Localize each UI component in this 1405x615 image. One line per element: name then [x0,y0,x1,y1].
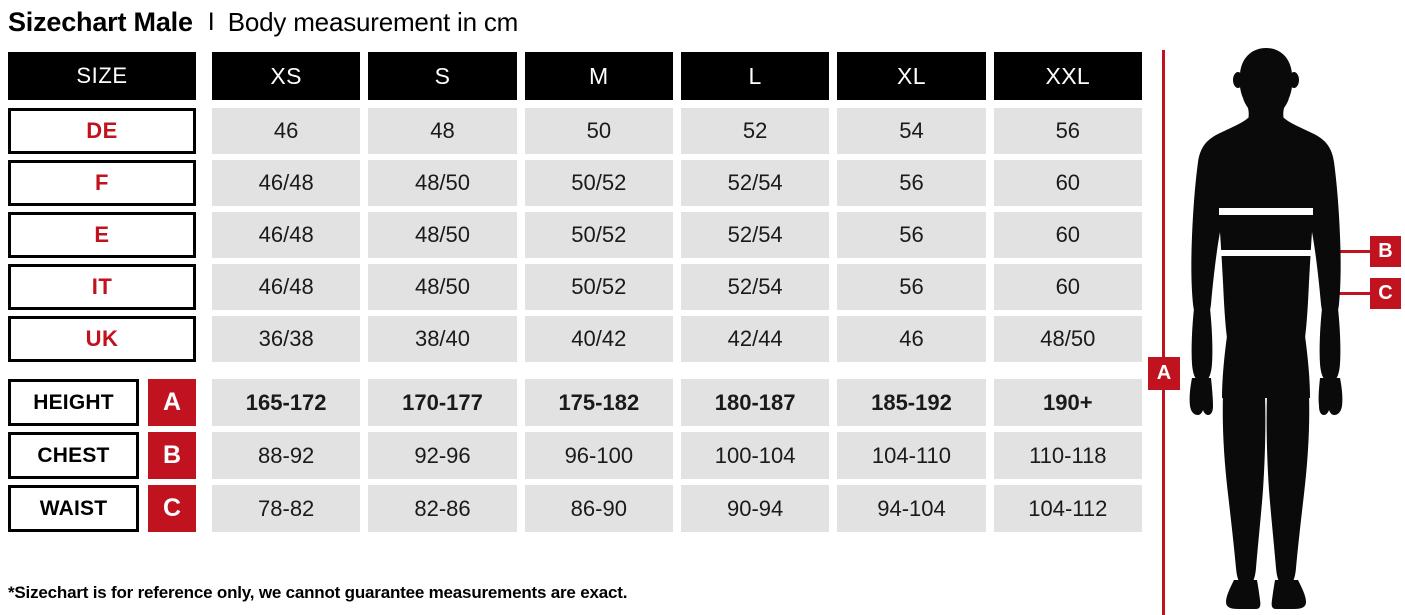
header-size-xxl: XXL [993,52,1142,100]
header-size-m: M [524,52,673,100]
page-title: Sizechart Male I Body measurement in cm [8,0,518,44]
header-size-s: S [368,52,517,100]
measurement-figure: A B C [1142,40,1405,615]
cell-waist-m: 86-90 [524,485,673,532]
figure-marker-b: B [1370,236,1401,267]
cell-de-xl: 54 [837,108,986,154]
row-label-waist: WAIST [8,485,139,532]
row-label-cell: F [8,160,196,206]
header-size-label: SIZE [8,52,196,100]
cell-height-l: 180-187 [680,379,830,426]
cell-height-xxl: 190+ [993,379,1142,426]
row-label-chest: CHEST [8,432,139,479]
cell-f-m: 50/52 [524,160,673,206]
table-row: F 46/48 48/50 50/52 52/54 56 60 [8,160,1142,206]
cell-f-xxl: 60 [993,160,1142,206]
cell-height-s: 170-177 [368,379,517,426]
marker-badge-a: A [148,379,196,426]
figure-marker-a: A [1148,357,1180,390]
cell-f-l: 52/54 [680,160,830,206]
table-row: HEIGHT A 165-172 170-177 175-182 180-187… [8,379,1142,426]
cell-waist-l: 90-94 [680,485,830,532]
cell-f-s: 48/50 [368,160,517,206]
cell-chest-l: 100-104 [680,432,830,479]
title-subtitle: Body measurement in cm [227,6,519,37]
cell-f-xs: 46/48 [212,160,361,206]
waist-leader-line-icon [1335,292,1371,295]
cell-height-xs: 165-172 [212,379,361,426]
cell-de-s: 48 [368,108,517,154]
title-separator: I [207,7,215,36]
cell-e-xxl: 60 [993,212,1142,258]
table-row: UK 36/38 38/40 40/42 42/44 46 48/50 [8,316,1142,362]
cell-chest-m: 96-100 [524,432,673,479]
row-label-e: E [8,212,196,258]
row-label-cell: HEIGHT A [8,379,196,426]
cell-uk-m: 40/42 [524,316,673,362]
row-label-cell: E [8,212,196,258]
cell-uk-xs: 36/38 [212,316,361,362]
table-row: IT 46/48 48/50 50/52 52/54 56 60 [8,264,1142,310]
sizechart-table: SIZE XS S M L XL XXL DE 46 48 50 52 54 5… [8,52,1142,538]
row-label-cell: DE [8,108,196,154]
row-label-cell: UK [8,316,196,362]
cell-waist-xxl: 104-112 [993,485,1142,532]
header-size-xl: XL [837,52,986,100]
marker-badge-c: C [148,485,196,532]
cell-e-m: 50/52 [524,212,673,258]
cell-f-xl: 56 [837,160,986,206]
cell-chest-xl: 104-110 [837,432,986,479]
cell-chest-xxl: 110-118 [993,432,1142,479]
cell-chest-xs: 88-92 [212,432,361,479]
cell-waist-s: 82-86 [368,485,517,532]
title-main: Sizechart Male [8,6,193,37]
row-label-height: HEIGHT [8,379,139,426]
row-label-cell: IT [8,264,196,310]
cell-it-l: 52/54 [680,264,830,310]
header-size-l: L [680,52,830,100]
row-label-f: F [8,160,196,206]
cell-height-xl: 185-192 [837,379,986,426]
row-label-cell: WAIST C [8,485,196,532]
cell-de-xxl: 56 [993,108,1142,154]
table-row: WAIST C 78-82 82-86 86-90 90-94 94-104 1… [8,485,1142,532]
male-body-silhouette-icon [1189,48,1343,609]
cell-uk-l: 42/44 [680,316,830,362]
cell-waist-xl: 94-104 [837,485,986,532]
cell-height-m: 175-182 [524,379,673,426]
footnote-text: *Sizechart is for reference only, we can… [8,583,628,602]
chest-leader-line-icon [1340,250,1371,253]
cell-de-m: 50 [524,108,673,154]
cell-uk-xxl: 48/50 [993,316,1142,362]
cell-it-m: 50/52 [524,264,673,310]
cell-it-s: 48/50 [368,264,517,310]
row-label-uk: UK [8,316,196,362]
figure-marker-c: C [1370,278,1401,309]
cell-de-xs: 46 [212,108,361,154]
cell-it-xxl: 60 [993,264,1142,310]
height-measure-line-icon [1162,50,1165,615]
table-row: CHEST B 88-92 92-96 96-100 100-104 104-1… [8,432,1142,479]
row-label-it: IT [8,264,196,310]
cell-chest-s: 92-96 [368,432,517,479]
header-size-xs: XS [212,52,361,100]
row-label-cell: CHEST B [8,432,196,479]
cell-e-l: 52/54 [680,212,830,258]
marker-badge-b: B [148,432,196,479]
cell-de-l: 52 [680,108,830,154]
cell-it-xs: 46/48 [212,264,361,310]
cell-e-s: 48/50 [368,212,517,258]
table-row: E 46/48 48/50 50/52 52/54 56 60 [8,212,1142,258]
table-row: DE 46 48 50 52 54 56 [8,108,1142,154]
cell-waist-xs: 78-82 [212,485,361,532]
table-header-row: SIZE XS S M L XL XXL [8,52,1142,100]
cell-uk-s: 38/40 [368,316,517,362]
row-label-de: DE [8,108,196,154]
cell-it-xl: 56 [837,264,986,310]
cell-e-xs: 46/48 [212,212,361,258]
cell-e-xl: 56 [837,212,986,258]
cell-uk-xl: 46 [837,316,986,362]
